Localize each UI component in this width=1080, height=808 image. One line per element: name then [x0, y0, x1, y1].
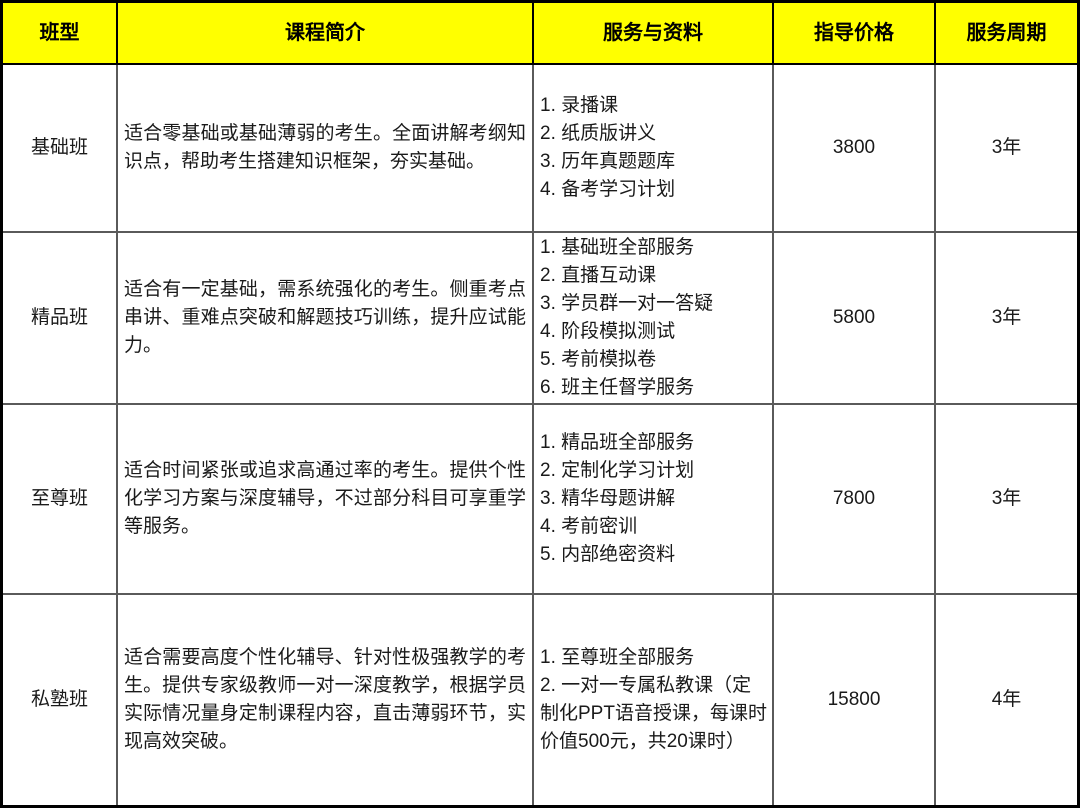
service-item: 4. 阶段模拟测试: [540, 321, 676, 342]
service-item: 4. 考前密训: [540, 516, 638, 537]
cell-price: 5800: [774, 233, 936, 405]
cell-period: 4年: [991, 689, 1022, 710]
service-item: 5. 内部绝密资料: [540, 544, 676, 565]
header-cell-price: 指导价格: [774, 3, 936, 65]
cell-price: 3800: [774, 65, 936, 233]
cell-course-intro: 适合零基础或基础薄弱的考生。全面讲解考纲知识点，帮助考生搭建知识框架，夯实基础。: [118, 65, 534, 233]
cell-services: 1. 精品班全部服务 2. 定制化学习计划 3. 精华母题讲解 4. 考前密训 …: [534, 405, 774, 595]
cell-class-type: 基础班: [3, 65, 118, 233]
cell-class-type: 至尊班: [3, 405, 118, 595]
cell-class-type: 私塾班: [3, 595, 118, 805]
cell-course-intro: 适合时间紧张或追求高通过率的考生。提供个性化学习方案与深度辅导，不过部分科目可享…: [118, 405, 534, 595]
cell-services: 1. 录播课 2. 纸质版讲义 3. 历年真题题库 4. 备考学习计划: [534, 65, 774, 233]
service-item: 4. 备考学习计划: [540, 179, 676, 200]
service-item: 1. 基础班全部服务: [540, 237, 695, 258]
cell-course-intro: 适合需要高度个性化辅导、针对性极强教学的考生。提供专家级教师一对一深度教学，根据…: [118, 595, 534, 805]
cell-period: 3年: [936, 405, 1077, 595]
header-cell-services: 服务与资料: [534, 3, 774, 65]
cell-class-type: 精品班: [3, 233, 118, 405]
cell-price: 15800: [774, 595, 936, 805]
cell-period: 3年: [936, 233, 1077, 405]
header-cell-course-intro: 课程简介: [118, 3, 534, 65]
service-item: 2. 一对一专属私教课（定制化PPT语音授课，每课时价值500元，共20课时）: [540, 675, 767, 752]
cell-services: 1. 至尊班全部服务 2. 一对一专属私教课（定制化PPT语音授课，每课时价值5…: [534, 595, 774, 805]
service-item: 6. 班主任督学服务: [540, 377, 695, 398]
service-item: 3. 历年真题题库: [540, 151, 676, 172]
service-item: 2. 直播互动课: [540, 265, 657, 286]
service-item: 1. 精品班全部服务: [540, 432, 695, 453]
cell-price: 7800: [774, 405, 936, 595]
service-item: 3. 精华母题讲解: [540, 488, 676, 509]
header-cell-class-type: 班型: [3, 3, 118, 65]
service-item: 3. 学员群一对一答疑: [540, 293, 714, 314]
cell-services: 1. 基础班全部服务 2. 直播互动课 3. 学员群一对一答疑 4. 阶段模拟测…: [534, 233, 774, 405]
service-item: 2. 纸质版讲义: [540, 123, 657, 144]
service-item: 2. 定制化学习计划: [540, 460, 695, 481]
service-item: 5. 考前模拟卷: [540, 349, 657, 370]
service-item: 1. 录播课: [540, 95, 619, 116]
service-item: 1. 至尊班全部服务: [540, 647, 695, 668]
cell-period: 3年: [936, 65, 1077, 233]
header-cell-period: 服务周期: [936, 3, 1077, 65]
cell-course-intro: 适合有一定基础，需系统强化的考生。侧重考点串讲、重难点突破和解题技巧训练，提升应…: [118, 233, 534, 405]
